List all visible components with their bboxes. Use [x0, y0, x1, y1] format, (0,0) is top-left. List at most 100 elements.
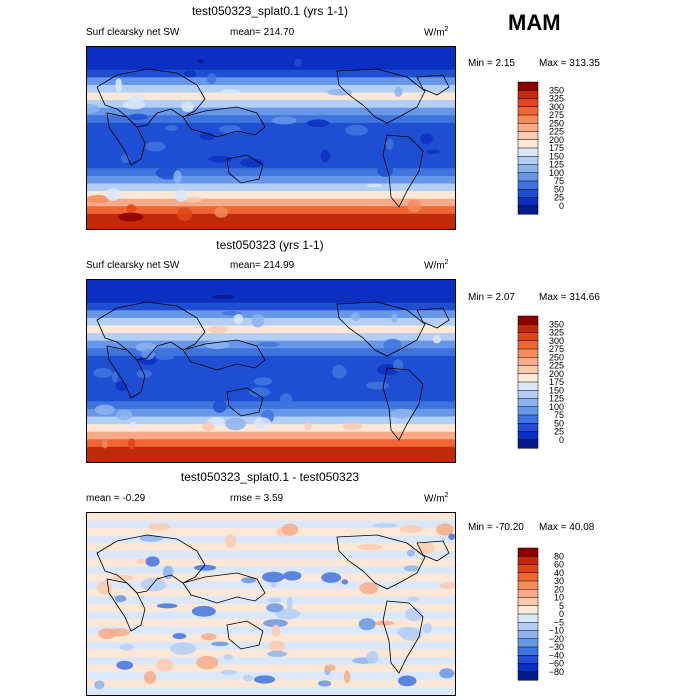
map-band [87, 535, 455, 544]
map-blob [173, 170, 182, 184]
map-blob [383, 338, 402, 351]
colorbar-swatch [517, 613, 539, 623]
map-band [87, 446, 455, 456]
map-band [87, 386, 455, 395]
map-blob [405, 607, 423, 622]
panel-2-map-svg [87, 280, 455, 462]
colorbar-swatch [517, 98, 539, 108]
panel-3-colorbar: 80 60 40 30 20 10 5 0 −5 −10 −20 −30 −40 −60 −80 [517, 547, 578, 690]
map-blob [341, 579, 349, 585]
coastline [416, 74, 450, 96]
map-blob [366, 183, 382, 188]
map-band [87, 84, 455, 94]
colorbar-tick-label: −20 [549, 634, 564, 644]
colorbar-tick-label: −5 [554, 617, 564, 627]
colorbar-tick-label: 325 [549, 328, 564, 338]
colorbar-swatch [517, 663, 539, 673]
map-band [87, 371, 455, 380]
map-band [87, 138, 455, 147]
map-blob [345, 124, 368, 136]
map-blob [202, 422, 215, 432]
colorbar-swatch [517, 439, 539, 449]
map-blob [420, 133, 433, 145]
map-blob [197, 59, 205, 64]
colorbar-swatch [517, 431, 539, 441]
colorbar-tick-label: 10 [554, 593, 564, 603]
map-blob [304, 422, 312, 431]
map-blob [194, 564, 217, 571]
map-blob [426, 149, 440, 154]
map-blob [211, 641, 229, 647]
colorbar-swatch [517, 348, 539, 358]
map-band [87, 206, 455, 215]
colorbar-tick-label: 100 [549, 168, 564, 178]
map-blob [332, 364, 347, 379]
map-blob [275, 608, 300, 620]
map-blob [144, 670, 157, 684]
map-blob [219, 125, 241, 134]
panel-1-variable: Surf clearsky net SW [86, 27, 180, 38]
map-blob [176, 207, 193, 222]
colorbar-swatch [517, 197, 539, 207]
map-band [87, 175, 455, 185]
map-band [87, 333, 455, 342]
map-blob [116, 660, 134, 670]
map-blob [254, 377, 272, 386]
map-blob [196, 655, 219, 670]
panel-2-units: W/m2 [424, 259, 449, 272]
map-blob [241, 577, 256, 584]
map-blob [140, 577, 167, 592]
map-blob [115, 381, 128, 392]
colorbar-swatch [517, 373, 539, 383]
panel-3-map-svg [87, 513, 455, 695]
colorbar-tick-label: 30 [554, 576, 564, 586]
map-band [87, 543, 455, 552]
panel-3-title: test050323_splat0.1 - test050323 [180, 470, 360, 484]
map-band [87, 115, 455, 124]
map-blob [115, 78, 123, 93]
colorbar-tick-label: 40 [554, 568, 564, 578]
map-blob [286, 596, 293, 611]
colorbar-tick-label: 75 [554, 176, 564, 186]
map-band [87, 47, 455, 56]
colorbar-tick-label: 350 [549, 319, 564, 329]
colorbar-tick-label: 275 [549, 110, 564, 120]
map-band [87, 550, 455, 560]
map-band [87, 355, 455, 365]
colorbar-swatch [517, 172, 539, 182]
colorbar-tick-label: 150 [549, 151, 564, 161]
colorbar-tick-label: 250 [549, 352, 564, 362]
map-blob [324, 664, 336, 671]
panel-2-title: test050323 (yrs 1-1) [216, 238, 324, 252]
map-band [87, 92, 455, 101]
map-blob [94, 680, 105, 690]
coastline [182, 339, 266, 371]
map-band [87, 213, 455, 223]
map-band [87, 528, 455, 537]
map-blob [267, 597, 282, 603]
colorbar-tick-label: 0 [559, 201, 564, 211]
map-band [87, 634, 455, 643]
map-band [87, 62, 455, 71]
map-blob [114, 595, 127, 603]
map-blob [172, 633, 187, 640]
map-blob [240, 158, 264, 168]
map-blob [270, 582, 277, 588]
panel-2-colorbar: 350 325 300 275 250 225 200 175 150 125 100 75 50 25 0 [517, 315, 578, 458]
panel-1-max: Max = 313.35 [539, 58, 600, 69]
map-blob [127, 438, 136, 450]
colorbar-swatch [517, 106, 539, 116]
map-blob [184, 70, 197, 78]
colorbar-swatch [517, 547, 539, 557]
colorbar-swatch [517, 572, 539, 582]
colorbar-swatch [517, 180, 539, 190]
coastline [416, 307, 450, 329]
colorbar-swatch [517, 556, 539, 566]
colorbar-swatch [517, 655, 539, 665]
panel-2-mean: mean= 214.99 [230, 260, 295, 271]
map-blob [356, 543, 383, 551]
map-band [87, 221, 455, 229]
map-blob [122, 100, 146, 110]
panel-2-variable: Surf clearsky net SW [86, 260, 180, 271]
colorbar-swatch [517, 205, 539, 215]
